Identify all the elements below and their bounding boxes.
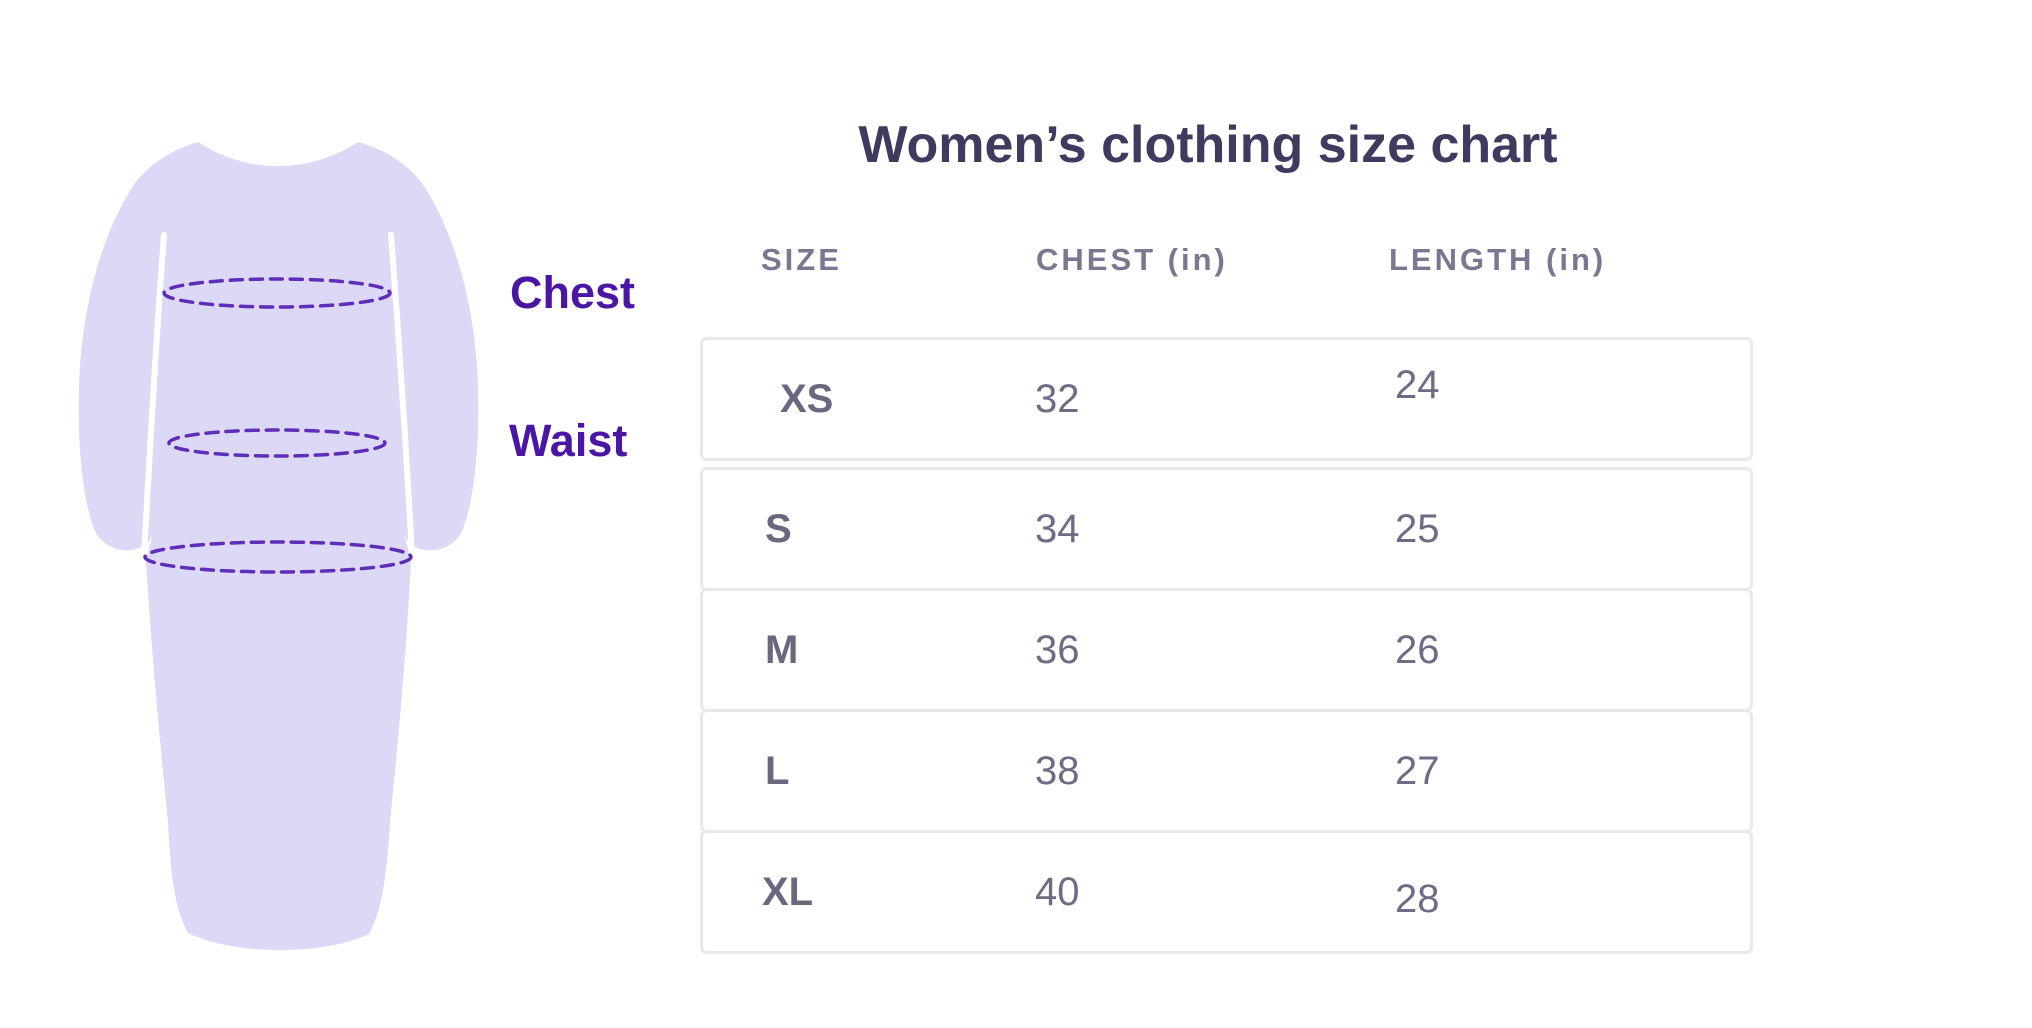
table-row: XL 40 28 <box>700 830 1753 954</box>
chest-value: 34 <box>1035 507 1080 551</box>
size-value: XS <box>780 377 834 421</box>
chest-value: 32 <box>1035 377 1080 421</box>
length-value: 27 <box>1395 749 1440 793</box>
size-table: XS 32 24 S 34 25 M 36 26 L 38 27 XL 40 2… <box>700 337 1753 954</box>
dress-illustration <box>60 95 500 955</box>
table-row: L 38 27 <box>700 709 1753 833</box>
table-row: S 34 25 <box>700 467 1753 591</box>
dress-figure-svg <box>78 142 479 950</box>
table-row: M 36 26 <box>700 588 1753 712</box>
chest-value: 40 <box>1035 870 1080 914</box>
column-header-chest: CHEST (in) <box>1036 242 1228 277</box>
page-title: Women’s clothing size chart <box>858 116 1558 174</box>
chest-value: 38 <box>1035 749 1080 793</box>
size-value: M <box>765 628 799 672</box>
length-value: 28 <box>1395 877 1440 921</box>
size-value: S <box>765 507 792 551</box>
size-value: L <box>765 749 790 793</box>
sleeve-body-gap-left <box>141 232 167 560</box>
table-header-row: SIZE CHEST (in) LENGTH (in) <box>700 242 1753 279</box>
length-value: 24 <box>1395 363 1440 407</box>
size-value: XL <box>762 870 814 914</box>
length-value: 26 <box>1395 628 1440 672</box>
sleeve-body-gap-right <box>388 232 415 560</box>
column-header-length: LENGTH (in) <box>1389 242 1607 277</box>
chest-value: 36 <box>1035 628 1080 672</box>
waist-label: Waist <box>509 415 628 466</box>
length-value: 25 <box>1395 507 1440 551</box>
waist-measurement-ellipse <box>167 428 387 458</box>
chest-measurement-ellipse <box>162 277 392 309</box>
table-row: XS 32 24 <box>700 337 1753 461</box>
hip-measurement-ellipse <box>143 540 413 574</box>
chest-label: Chest <box>510 267 636 318</box>
dress-silhouette <box>78 142 479 950</box>
column-header-size: SIZE <box>761 242 842 277</box>
